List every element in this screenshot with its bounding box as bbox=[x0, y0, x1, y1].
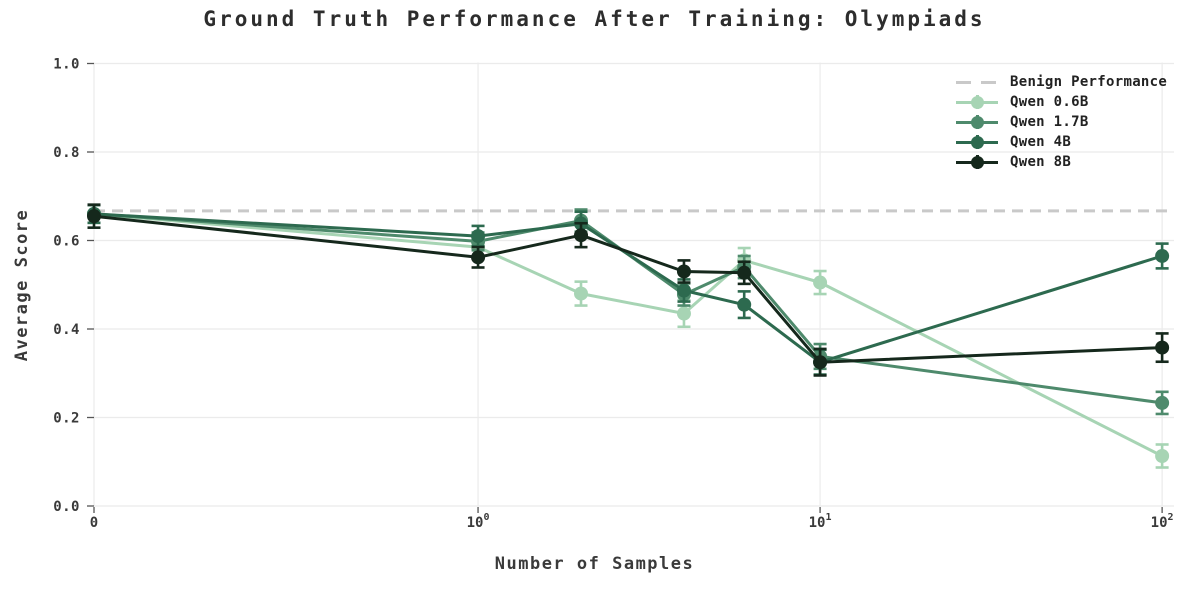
data-point bbox=[87, 209, 101, 224]
data-point bbox=[1155, 448, 1170, 463]
data-point bbox=[737, 265, 752, 280]
data-point bbox=[676, 283, 691, 298]
legend-item: Qwen 1.7B bbox=[956, 112, 1167, 132]
legend-item: Qwen 4B bbox=[956, 132, 1167, 152]
x-tick-label: 101 bbox=[809, 512, 832, 531]
line-marker-swatch-icon bbox=[956, 115, 998, 129]
data-point bbox=[471, 250, 486, 265]
line-marker-swatch-icon bbox=[956, 135, 998, 149]
data-point bbox=[574, 228, 589, 243]
data-point bbox=[676, 264, 691, 279]
legend-label: Qwen 8B bbox=[1010, 154, 1072, 170]
legend-item: Qwen 0.6B bbox=[956, 92, 1167, 112]
data-point bbox=[1155, 248, 1170, 263]
legend-label: Benign Performance bbox=[1010, 74, 1168, 90]
data-point bbox=[1155, 340, 1170, 355]
chart-title: Ground Truth Performance After Training:… bbox=[203, 7, 986, 31]
data-point bbox=[676, 306, 691, 321]
data-point bbox=[813, 355, 828, 370]
series-line bbox=[93, 212, 1163, 364]
y-tick-label: 0.6 bbox=[53, 234, 80, 250]
line-marker-swatch-icon bbox=[956, 95, 998, 109]
legend-item: Benign Performance bbox=[956, 72, 1167, 92]
x-tick-label: 0 bbox=[90, 515, 98, 531]
x-tick-label: 102 bbox=[1151, 512, 1174, 531]
y-tick-label: 0.4 bbox=[53, 322, 80, 338]
data-point bbox=[1155, 395, 1170, 410]
legend-label: Qwen 0.6B bbox=[1010, 94, 1089, 110]
y-tick-label: 0.2 bbox=[53, 411, 80, 427]
legend-label: Qwen 4B bbox=[1010, 134, 1072, 150]
legend-label: Qwen 1.7B bbox=[1010, 114, 1089, 130]
data-point bbox=[471, 229, 486, 244]
data-point bbox=[574, 286, 589, 301]
legend-item: Qwen 8B bbox=[956, 152, 1167, 172]
dashed-line-swatch-icon bbox=[956, 75, 998, 89]
y-tick-label: 0.0 bbox=[53, 499, 80, 515]
x-axis-label: Number of Samples bbox=[494, 554, 695, 574]
legend: Benign Performance Qwen 0.6B Qwen 1.7B Qwen… bbox=[956, 72, 1167, 172]
y-tick-label: 0.8 bbox=[53, 145, 80, 161]
x-tick-label: 100 bbox=[467, 512, 490, 531]
data-point bbox=[813, 275, 828, 290]
data-point bbox=[737, 297, 752, 312]
y-axis-label: Average Score bbox=[12, 208, 32, 362]
line-marker-swatch-icon bbox=[956, 155, 998, 169]
y-tick-label: 1.0 bbox=[53, 57, 80, 73]
series-line bbox=[93, 214, 1163, 364]
